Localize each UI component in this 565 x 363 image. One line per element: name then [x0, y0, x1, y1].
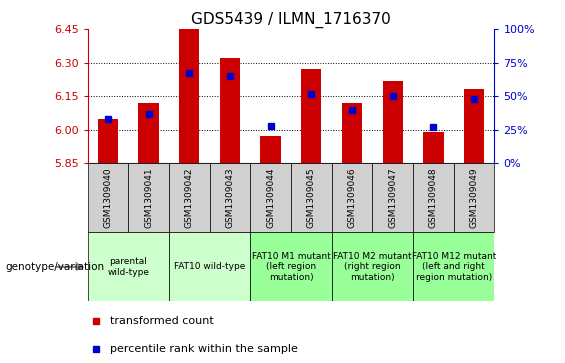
Bar [291, 163, 332, 232]
Bar [138, 103, 159, 163]
Bar [423, 132, 444, 163]
Bar [260, 136, 281, 163]
Bar [179, 29, 199, 163]
Text: FAT10 M1 mutant
(left region
mutation): FAT10 M1 mutant (left region mutation) [251, 252, 331, 282]
Text: GSM1309040: GSM1309040 [103, 167, 112, 228]
Bar [301, 69, 321, 163]
Bar [372, 163, 413, 232]
Bar [413, 163, 454, 232]
Bar [383, 81, 403, 163]
Text: GSM1309047: GSM1309047 [388, 167, 397, 228]
Text: GSM1309045: GSM1309045 [307, 167, 316, 228]
Bar [210, 163, 250, 232]
Text: FAT10 wild-type: FAT10 wild-type [174, 262, 245, 271]
Bar [169, 232, 250, 301]
Text: GSM1309041: GSM1309041 [144, 167, 153, 228]
Bar [464, 89, 484, 163]
Bar [413, 232, 494, 301]
Bar [88, 232, 169, 301]
Bar [250, 163, 291, 232]
Text: parental
wild-type: parental wild-type [107, 257, 149, 277]
Bar [220, 58, 240, 163]
Text: GSM1309043: GSM1309043 [225, 167, 234, 228]
Bar [128, 163, 169, 232]
Bar [342, 103, 362, 163]
Text: FAT10 M2 mutant
(right region
mutation): FAT10 M2 mutant (right region mutation) [333, 252, 412, 282]
Text: GSM1309046: GSM1309046 [347, 167, 357, 228]
Text: GSM1309042: GSM1309042 [185, 168, 194, 228]
Text: GSM1309049: GSM1309049 [470, 167, 479, 228]
Text: percentile rank within the sample: percentile rank within the sample [110, 344, 298, 354]
Text: FAT10 M12 mutant
(left and right
region mutation): FAT10 M12 mutant (left and right region … [411, 252, 496, 282]
Bar [88, 163, 128, 232]
Bar [332, 232, 413, 301]
Bar [250, 232, 332, 301]
Bar [169, 163, 210, 232]
Bar [454, 163, 494, 232]
Bar [98, 119, 118, 163]
Text: GSM1309044: GSM1309044 [266, 168, 275, 228]
Text: transformed count: transformed count [110, 316, 214, 326]
Bar [332, 163, 372, 232]
Text: GSM1309048: GSM1309048 [429, 167, 438, 228]
Title: GDS5439 / ILMN_1716370: GDS5439 / ILMN_1716370 [191, 12, 391, 28]
Text: genotype/variation: genotype/variation [6, 262, 105, 272]
